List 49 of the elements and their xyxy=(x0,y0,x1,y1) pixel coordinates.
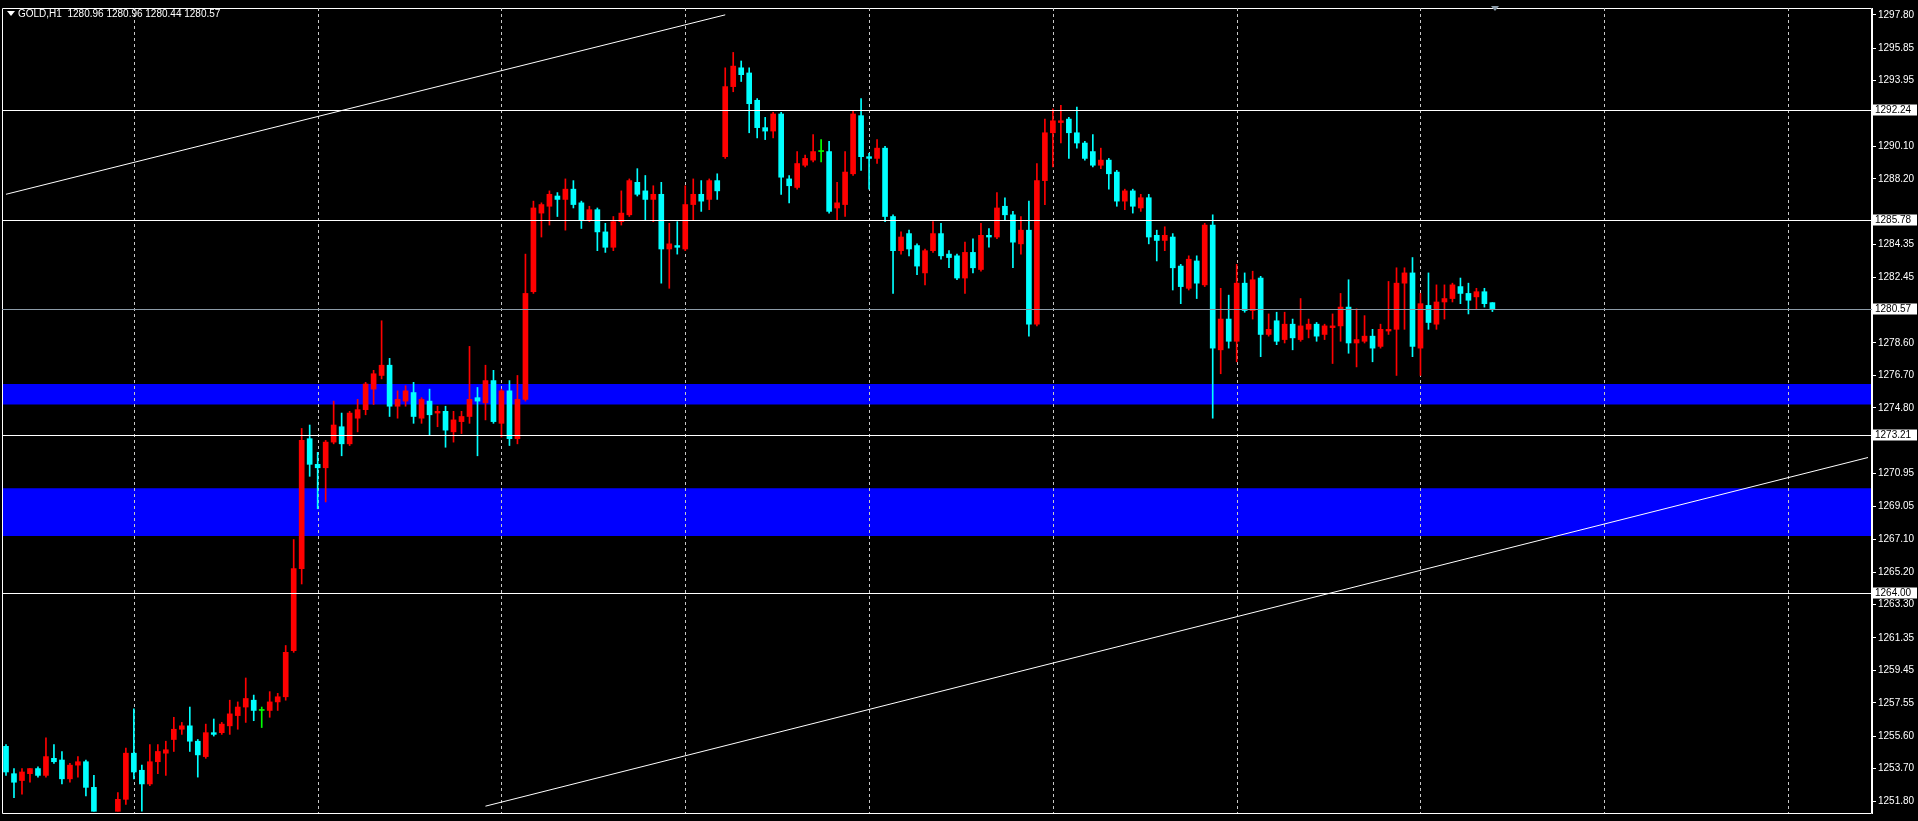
y-tick-label: 1293.95 xyxy=(1878,74,1915,86)
y-tick-label: 1284.35 xyxy=(1878,238,1915,250)
ref-line-label: 1280.57 xyxy=(1875,303,1912,315)
candlestick xyxy=(762,117,769,140)
y-tick-label: 1270.95 xyxy=(1878,467,1915,479)
y-tick-label: 1261.35 xyxy=(1878,631,1915,643)
candlestick xyxy=(1161,226,1168,252)
candlestick xyxy=(642,175,649,221)
y-tick-label: 1267.10 xyxy=(1878,533,1915,545)
y-tick-label: 1257.55 xyxy=(1878,696,1915,708)
candlestick xyxy=(1050,108,1056,168)
y-tick-label: 1263.30 xyxy=(1878,598,1915,610)
ref-line-label: 1292.24 xyxy=(1875,104,1912,116)
y-tick-label: 1255.60 xyxy=(1878,729,1915,741)
y-tick-label: 1278.60 xyxy=(1878,336,1915,348)
candlestick xyxy=(986,228,992,248)
candlestick xyxy=(210,718,217,737)
ref-line-label: 1273.21 xyxy=(1875,429,1912,441)
chart-title: GOLD,H1 1280.96 1280.96 1280.44 1280.57 xyxy=(18,8,221,19)
y-tick-label: 1282.45 xyxy=(1878,270,1915,282)
ref-line-label: 1264.00 xyxy=(1875,587,1912,599)
y-tick-label: 1269.05 xyxy=(1878,499,1915,511)
candlestick xyxy=(866,152,872,190)
candlestick xyxy=(258,706,265,728)
candlestick xyxy=(666,223,673,289)
candlestick xyxy=(818,139,824,163)
y-tick-label: 1251.80 xyxy=(1878,794,1915,806)
y-tick-label: 1295.85 xyxy=(1878,41,1915,53)
y-tick-label: 1297.80 xyxy=(1878,8,1915,20)
y-tick-label: 1259.45 xyxy=(1878,664,1915,676)
candlestick xyxy=(75,756,81,778)
candlestick xyxy=(51,744,57,764)
y-tick-label: 1288.20 xyxy=(1878,172,1915,184)
y-tick-label: 1290.10 xyxy=(1878,140,1915,152)
candlestick xyxy=(698,180,705,212)
candlestick xyxy=(946,250,952,269)
ref-line-label: 1285.78 xyxy=(1875,214,1912,226)
candlestick xyxy=(1153,229,1160,262)
candlestick xyxy=(786,175,792,204)
candlestick xyxy=(242,677,249,723)
y-tick-label: 1274.80 xyxy=(1878,401,1915,413)
candlestick xyxy=(834,182,840,221)
candlestick xyxy=(674,221,681,255)
candlestick xyxy=(163,740,169,776)
y-tick-label: 1265.20 xyxy=(1878,565,1915,577)
y-tick-label: 1276.70 xyxy=(1878,369,1915,381)
y-tick-label: 1253.70 xyxy=(1878,762,1915,774)
candlestick xyxy=(1058,105,1064,144)
candlestick xyxy=(650,185,657,222)
